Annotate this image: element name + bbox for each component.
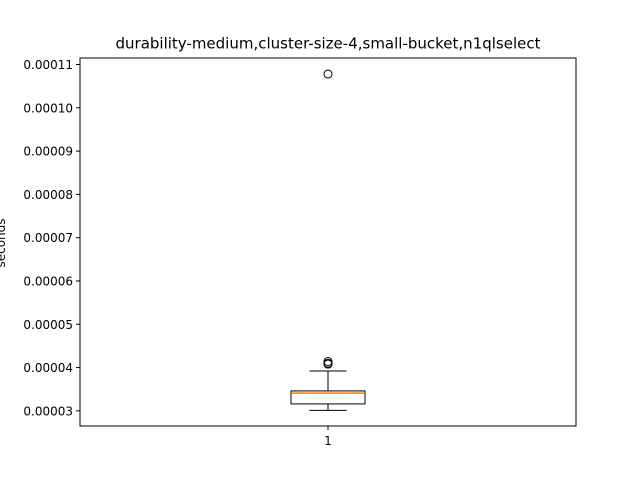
iqr-box bbox=[290, 390, 366, 405]
y-tick-label: 0.00007 bbox=[23, 231, 73, 245]
y-tick-label: 0.00010 bbox=[23, 101, 73, 115]
y-tick-label: 0.00005 bbox=[23, 318, 73, 332]
y-tick-label: 0.00004 bbox=[23, 361, 73, 375]
outlier-point bbox=[323, 356, 333, 366]
y-tick-label: 0.00009 bbox=[23, 145, 73, 159]
x-tick-label: 1 bbox=[324, 434, 332, 448]
y-tick-label: 0.00006 bbox=[23, 274, 73, 288]
y-axis-label: seconds bbox=[0, 218, 8, 267]
y-tick-label: 0.00011 bbox=[23, 58, 73, 72]
outlier-point bbox=[323, 69, 333, 79]
axes-frame bbox=[79, 57, 577, 427]
y-tick-label: 0.00008 bbox=[23, 188, 73, 202]
plot-area: 0.00003 0.00004 0.00005 0.00006 0.00007 0.000… bbox=[23, 58, 366, 448]
chart-title: durability-medium,cluster-size-4,small-b… bbox=[116, 35, 541, 53]
y-tick-label: 0.00003 bbox=[23, 404, 73, 418]
